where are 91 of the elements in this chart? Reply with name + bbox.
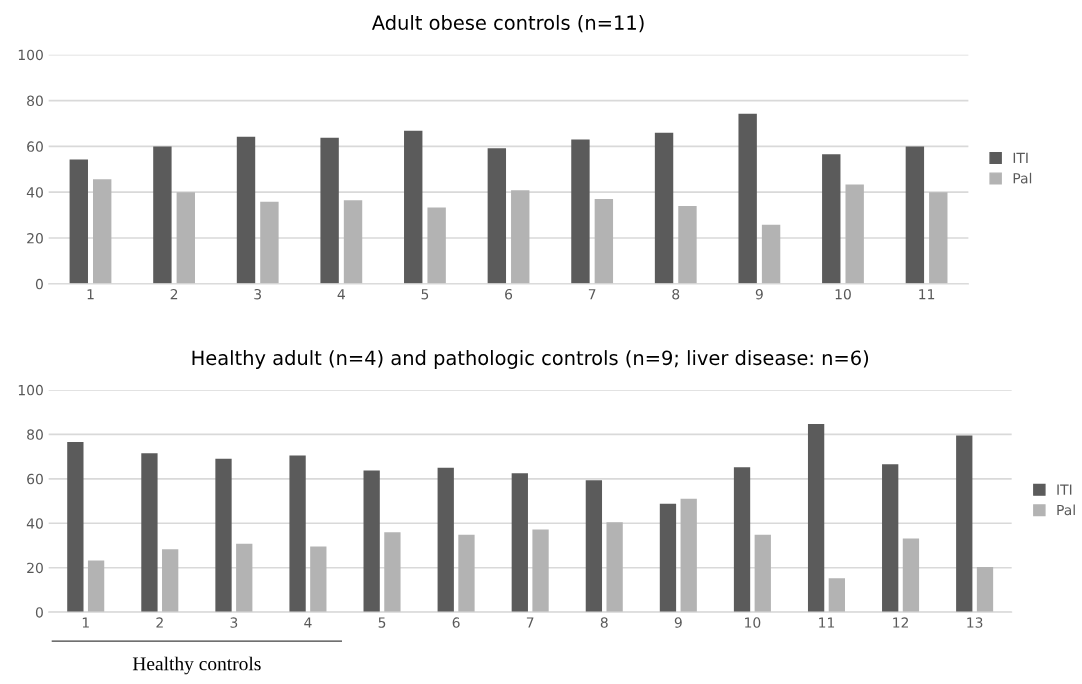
- x-tick-label: 9: [674, 617, 682, 628]
- x-tick-label: 1: [82, 617, 89, 628]
- bar: [828, 578, 845, 613]
- bar: [260, 201, 279, 284]
- bar: [310, 546, 327, 613]
- x-tick-label: 11: [919, 289, 935, 300]
- bar: [487, 148, 507, 284]
- bar: [882, 464, 899, 613]
- bar: [738, 113, 757, 284]
- y-tick-label: 100: [18, 49, 43, 61]
- bar: [437, 467, 454, 613]
- bar: [733, 467, 751, 613]
- y-tick-label: 0: [35, 607, 43, 618]
- y-tick-label: 20: [27, 233, 43, 244]
- bar: [678, 205, 697, 284]
- bar: [320, 137, 339, 284]
- bar: [67, 441, 84, 613]
- bar: [585, 480, 603, 613]
- bar: [571, 139, 590, 284]
- bar: [532, 529, 549, 613]
- bar: [761, 224, 781, 284]
- bar: [659, 503, 677, 613]
- x-tick-label: 3: [230, 617, 238, 628]
- x-tick-label: 7: [588, 289, 596, 300]
- bar: [754, 534, 771, 613]
- y-tick-label: 80: [27, 95, 43, 107]
- bar: [363, 470, 380, 613]
- legend-label: ITI: [1013, 152, 1028, 163]
- bar: [606, 522, 623, 613]
- x-tick-label: 5: [378, 617, 386, 628]
- bar: [511, 473, 528, 613]
- x-tick-label: 6: [452, 617, 460, 628]
- x-tick-label: 10: [745, 617, 761, 628]
- bar: [141, 453, 158, 613]
- x-tick-label: 9: [755, 288, 763, 300]
- bar: [845, 184, 864, 284]
- y-tick-label: 40: [26, 518, 43, 529]
- text: Healthy controls: [132, 656, 261, 675]
- y-tick-label: 60: [27, 141, 43, 152]
- x-tick-label: 11: [819, 617, 835, 628]
- y-tick-label: 0: [35, 278, 43, 290]
- bar: [69, 159, 88, 284]
- x-tick-label: 8: [672, 288, 680, 300]
- y-tick-label: 100: [18, 384, 43, 396]
- bar: [427, 207, 446, 284]
- x-tick-label: 4: [304, 617, 312, 628]
- x-tick-label: 12: [893, 617, 908, 628]
- bar: [594, 199, 614, 284]
- x-tick-label: 2: [170, 288, 178, 300]
- x-tick-label: 2: [156, 617, 163, 628]
- x-tick-label: 7: [526, 617, 534, 628]
- bar: [902, 538, 920, 613]
- bar: [162, 549, 179, 613]
- x-tick-label: 10: [835, 288, 851, 300]
- y-tick-label: 20: [27, 562, 43, 574]
- legend-label: ITI: [1057, 484, 1072, 495]
- y-tick-label: 60: [27, 473, 43, 485]
- y-tick-label: 80: [27, 429, 43, 440]
- bar: [215, 458, 232, 613]
- bar: [93, 179, 112, 284]
- x-tick-label: 13: [967, 617, 983, 628]
- y-tick-label: 40: [26, 187, 43, 198]
- bar: [511, 190, 530, 284]
- x-tick-label: 6: [505, 288, 513, 300]
- bar: [822, 154, 841, 284]
- bar: [153, 146, 172, 284]
- bar: [654, 132, 674, 284]
- bar: [458, 534, 475, 613]
- bar: [87, 560, 105, 613]
- bar: [976, 567, 994, 613]
- bar: [236, 543, 253, 613]
- chart-title: Adult obese controls (n=11): [371, 14, 644, 33]
- bar: [929, 192, 948, 284]
- bar: [807, 423, 825, 613]
- chart-title: Healthy adult (n=4) and pathologic controls (n=9; liver disease: n=6): [192, 350, 869, 369]
- bar: [956, 435, 973, 613]
- bar: [343, 200, 363, 284]
- x-tick-label: 4: [337, 289, 345, 300]
- bar: [289, 455, 306, 613]
- x-tick-label: 8: [600, 617, 608, 628]
- x-tick-label: 5: [421, 289, 429, 300]
- bar: [680, 498, 697, 613]
- bar: [905, 146, 925, 284]
- x-tick-label: 3: [254, 288, 262, 300]
- bar: [236, 136, 256, 284]
- x-tick-label: 1: [87, 289, 94, 300]
- bar: [404, 130, 423, 284]
- bar: [384, 532, 401, 613]
- legend-label: Pal: [1013, 172, 1032, 184]
- legend-label: Pal: [1057, 504, 1075, 516]
- bar: [176, 192, 196, 284]
